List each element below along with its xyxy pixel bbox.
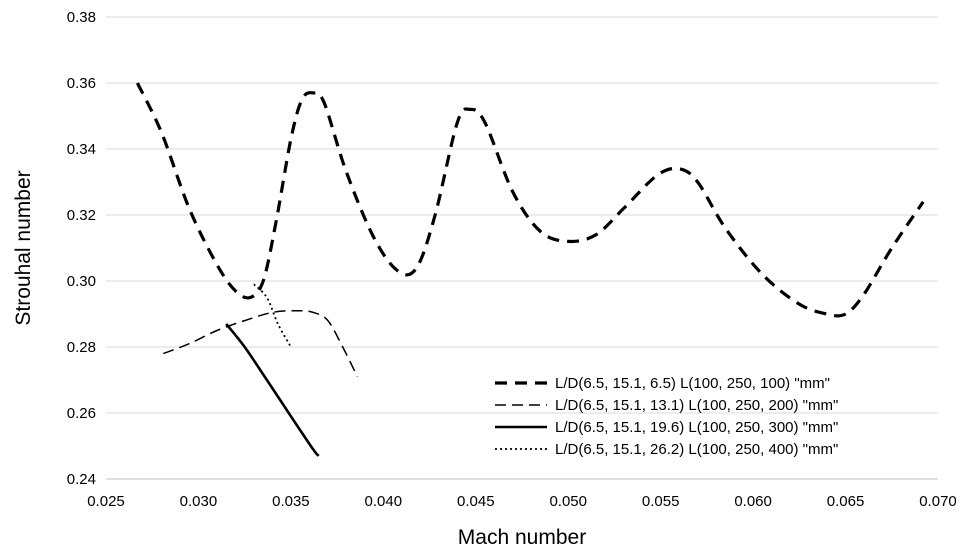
- series-line-3: [225, 323, 320, 457]
- x-tick-label: 0.040: [365, 493, 403, 510]
- x-tick-label: 0.025: [87, 493, 125, 510]
- series-line-1: [135, 82, 925, 318]
- y-axis-title: Strouhal number: [12, 170, 35, 325]
- legend: L/D(6.5, 15.1, 6.5) L(100, 250, 100) "mm…: [495, 375, 838, 458]
- y-tick-label: 0.32: [67, 207, 96, 224]
- series-line-2: [163, 309, 359, 378]
- x-axis-title: Mach number: [458, 526, 586, 549]
- x-tick-label: 0.070: [919, 493, 957, 510]
- y-tick-label: 0.34: [67, 141, 96, 158]
- y-tick-label: 0.26: [67, 405, 96, 422]
- legend-label-3: L/D(6.5, 15.1, 19.6) L(100, 250, 300) "m…: [555, 419, 838, 436]
- y-tick-label: 0.36: [67, 75, 96, 92]
- y-tick-label: 0.24: [67, 471, 96, 488]
- legend-label-4: L/D(6.5, 15.1, 26.2) L(100, 250, 400) "m…: [555, 441, 838, 458]
- legend-label-1: L/D(6.5, 15.1, 6.5) L(100, 250, 100) "mm…: [555, 375, 830, 392]
- y-tick-label: 0.38: [67, 9, 96, 26]
- plot-series: [135, 82, 925, 457]
- y-tick-label: 0.30: [67, 273, 96, 290]
- x-tick-label: 0.055: [642, 493, 680, 510]
- grid-lines: [106, 16, 938, 414]
- x-tick-label: 0.045: [457, 493, 495, 510]
- legend-label-2: L/D(6.5, 15.1, 13.1) L(100, 250, 200) "m…: [555, 397, 838, 414]
- x-tick-label: 0.035: [272, 493, 310, 510]
- tick-labels: 0.24 0.26 0.28 0.30 0.32 0.34 0.36 0.38 0.025 0.0…: [67, 9, 957, 510]
- x-tick-label: 0.030: [180, 493, 218, 510]
- x-tick-label: 0.065: [827, 493, 865, 510]
- x-tick-label: 0.050: [549, 493, 587, 510]
- y-tick-label: 0.28: [67, 339, 96, 356]
- x-tick-label: 0.060: [734, 493, 772, 510]
